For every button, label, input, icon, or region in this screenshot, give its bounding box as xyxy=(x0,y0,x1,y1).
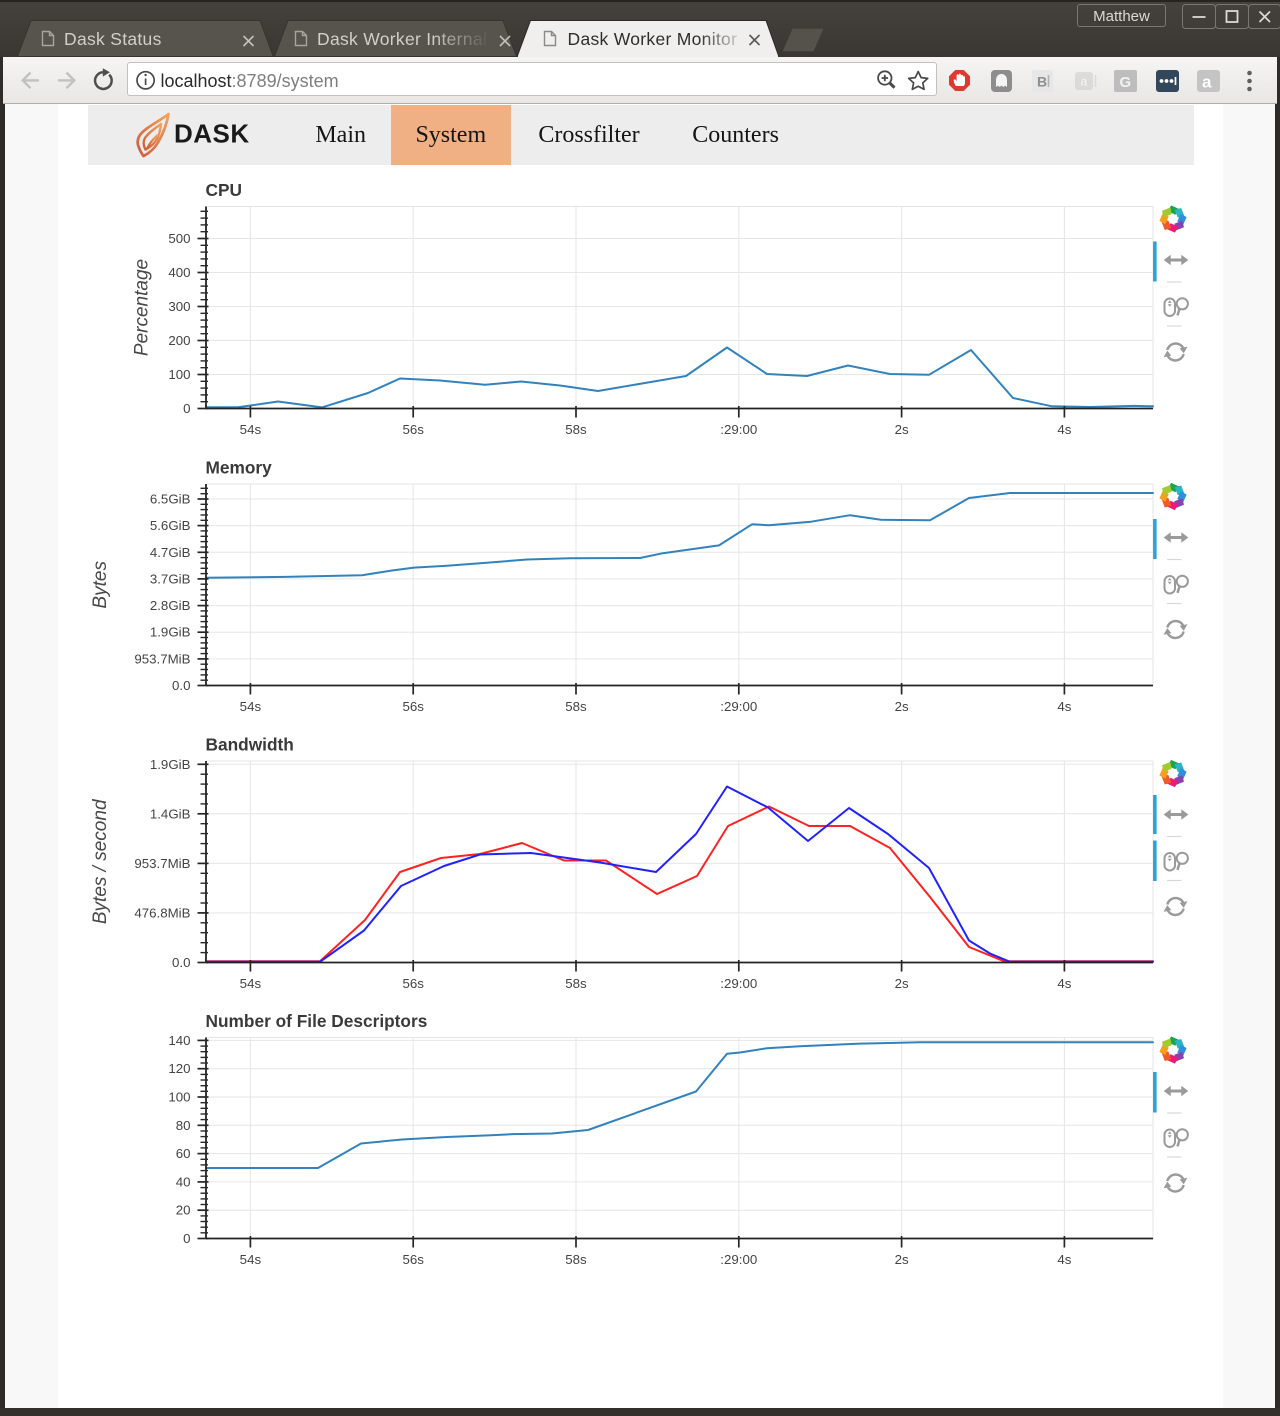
svg-text:Dask Worker Monitor: Dask Worker Monitor xyxy=(568,29,738,49)
svg-text:4s: 4s xyxy=(1057,1252,1071,1267)
svg-text:80: 80 xyxy=(176,1118,191,1133)
svg-text:60: 60 xyxy=(176,1146,191,1161)
svg-text:0.0: 0.0 xyxy=(172,678,191,693)
svg-text:120: 120 xyxy=(168,1061,190,1076)
svg-text:40: 40 xyxy=(176,1174,191,1189)
svg-text:0: 0 xyxy=(183,401,190,416)
svg-text::29:00: :29:00 xyxy=(720,422,757,437)
svg-text:2.8GiB: 2.8GiB xyxy=(150,598,191,613)
svg-text::29:00: :29:00 xyxy=(720,976,757,991)
svg-text:Memory: Memory xyxy=(206,458,273,478)
svg-text:20: 20 xyxy=(176,1203,191,1218)
svg-text:200: 200 xyxy=(168,333,190,348)
svg-text:58s: 58s xyxy=(565,1252,587,1267)
svg-text:58s: 58s xyxy=(565,422,587,437)
svg-text:54s: 54s xyxy=(240,976,262,991)
svg-text:2s: 2s xyxy=(895,699,909,714)
svg-text:localhost:8789/system: localhost:8789/system xyxy=(161,71,339,91)
svg-text:4s: 4s xyxy=(1057,422,1071,437)
svg-text::29:00: :29:00 xyxy=(720,699,757,714)
svg-text:a: a xyxy=(1202,73,1212,92)
svg-text:58s: 58s xyxy=(565,699,587,714)
svg-text:953.7MiB: 953.7MiB xyxy=(134,651,190,666)
svg-text:100: 100 xyxy=(168,1090,190,1105)
svg-text:100: 100 xyxy=(168,367,190,382)
svg-text:400: 400 xyxy=(168,265,190,280)
svg-text:56s: 56s xyxy=(402,976,424,991)
svg-text:54s: 54s xyxy=(240,699,262,714)
svg-text:56s: 56s xyxy=(402,422,424,437)
svg-text:58s: 58s xyxy=(565,976,587,991)
svg-text:54s: 54s xyxy=(240,1252,262,1267)
svg-text:DASK: DASK xyxy=(174,119,250,149)
svg-text:3.7GiB: 3.7GiB xyxy=(150,571,191,586)
svg-text:4s: 4s xyxy=(1057,699,1071,714)
svg-text:56s: 56s xyxy=(402,699,424,714)
svg-text:G: G xyxy=(1120,74,1132,91)
svg-text:56s: 56s xyxy=(402,1252,424,1267)
svg-text:2s: 2s xyxy=(895,1252,909,1267)
svg-text:Bytes / second: Bytes / second xyxy=(90,798,111,924)
svg-text:B: B xyxy=(1037,74,1047,90)
svg-text:1.9GiB: 1.9GiB xyxy=(150,625,191,640)
svg-text:Number of File Descriptors: Number of File Descriptors xyxy=(206,1011,428,1031)
svg-text:500: 500 xyxy=(168,231,190,246)
svg-text:300: 300 xyxy=(168,299,190,314)
svg-text:0.0: 0.0 xyxy=(172,955,191,970)
svg-text:6.5GiB: 6.5GiB xyxy=(150,492,191,507)
svg-text:4.7GiB: 4.7GiB xyxy=(150,545,191,560)
svg-text:476.8MiB: 476.8MiB xyxy=(134,905,190,920)
svg-text::29:00: :29:00 xyxy=(720,1252,757,1267)
svg-text:Dask Status: Dask Status xyxy=(64,29,162,49)
svg-text:140: 140 xyxy=(168,1033,190,1048)
svg-text:4s: 4s xyxy=(1057,976,1071,991)
svg-text:a: a xyxy=(1081,75,1088,89)
svg-text:Bandwidth: Bandwidth xyxy=(206,735,294,755)
svg-text:2s: 2s xyxy=(895,422,909,437)
svg-text:1.4GiB: 1.4GiB xyxy=(150,806,191,821)
svg-text:5.6GiB: 5.6GiB xyxy=(150,518,191,533)
svg-text:CPU: CPU xyxy=(206,180,243,200)
svg-text:Bytes: Bytes xyxy=(90,561,111,609)
svg-text:Percentage: Percentage xyxy=(132,259,153,356)
svg-text:0: 0 xyxy=(183,1231,190,1246)
svg-text:2s: 2s xyxy=(895,976,909,991)
svg-text:54s: 54s xyxy=(240,422,262,437)
svg-text:953.7MiB: 953.7MiB xyxy=(134,856,190,871)
svg-text:1.9GiB: 1.9GiB xyxy=(150,757,191,772)
